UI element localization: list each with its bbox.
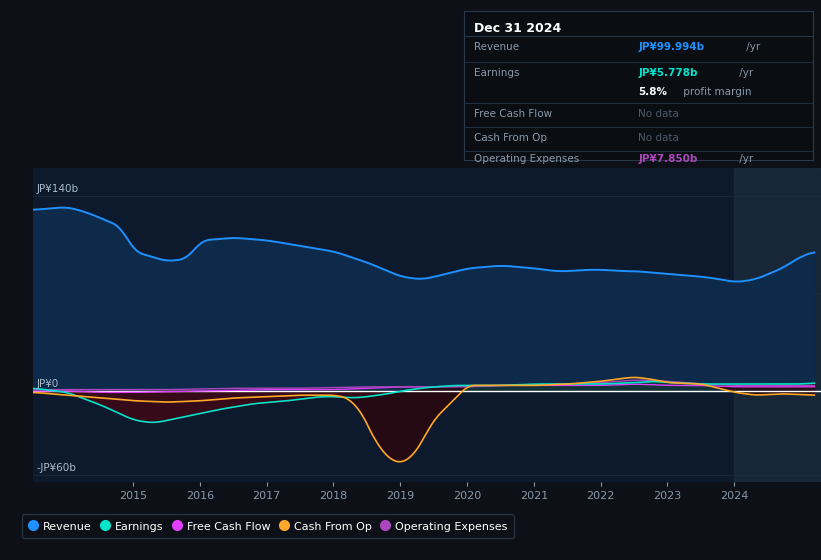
Text: profit margin: profit margin [680,87,752,97]
Text: No data: No data [639,133,679,143]
Text: Earnings: Earnings [475,68,520,78]
Text: JP¥99.994b: JP¥99.994b [639,43,704,53]
Text: Revenue: Revenue [475,43,520,53]
Text: Operating Expenses: Operating Expenses [475,153,580,164]
Text: -JP¥60b: -JP¥60b [36,463,76,473]
Text: Dec 31 2024: Dec 31 2024 [475,22,562,35]
Text: JP¥7.850b: JP¥7.850b [639,153,698,164]
Text: /yr: /yr [736,153,754,164]
Text: JP¥140b: JP¥140b [36,184,78,194]
Legend: Revenue, Earnings, Free Cash Flow, Cash From Op, Operating Expenses: Revenue, Earnings, Free Cash Flow, Cash … [22,514,514,539]
Text: JP¥5.778b: JP¥5.778b [639,68,698,78]
Text: Cash From Op: Cash From Op [475,133,548,143]
Text: /yr: /yr [736,68,754,78]
Bar [734,168,821,482]
Text: JP¥0: JP¥0 [36,379,58,389]
Text: Free Cash Flow: Free Cash Flow [475,109,553,119]
Text: 5.8%: 5.8% [639,87,667,97]
Text: /yr: /yr [743,43,760,53]
Text: No data: No data [639,109,679,119]
